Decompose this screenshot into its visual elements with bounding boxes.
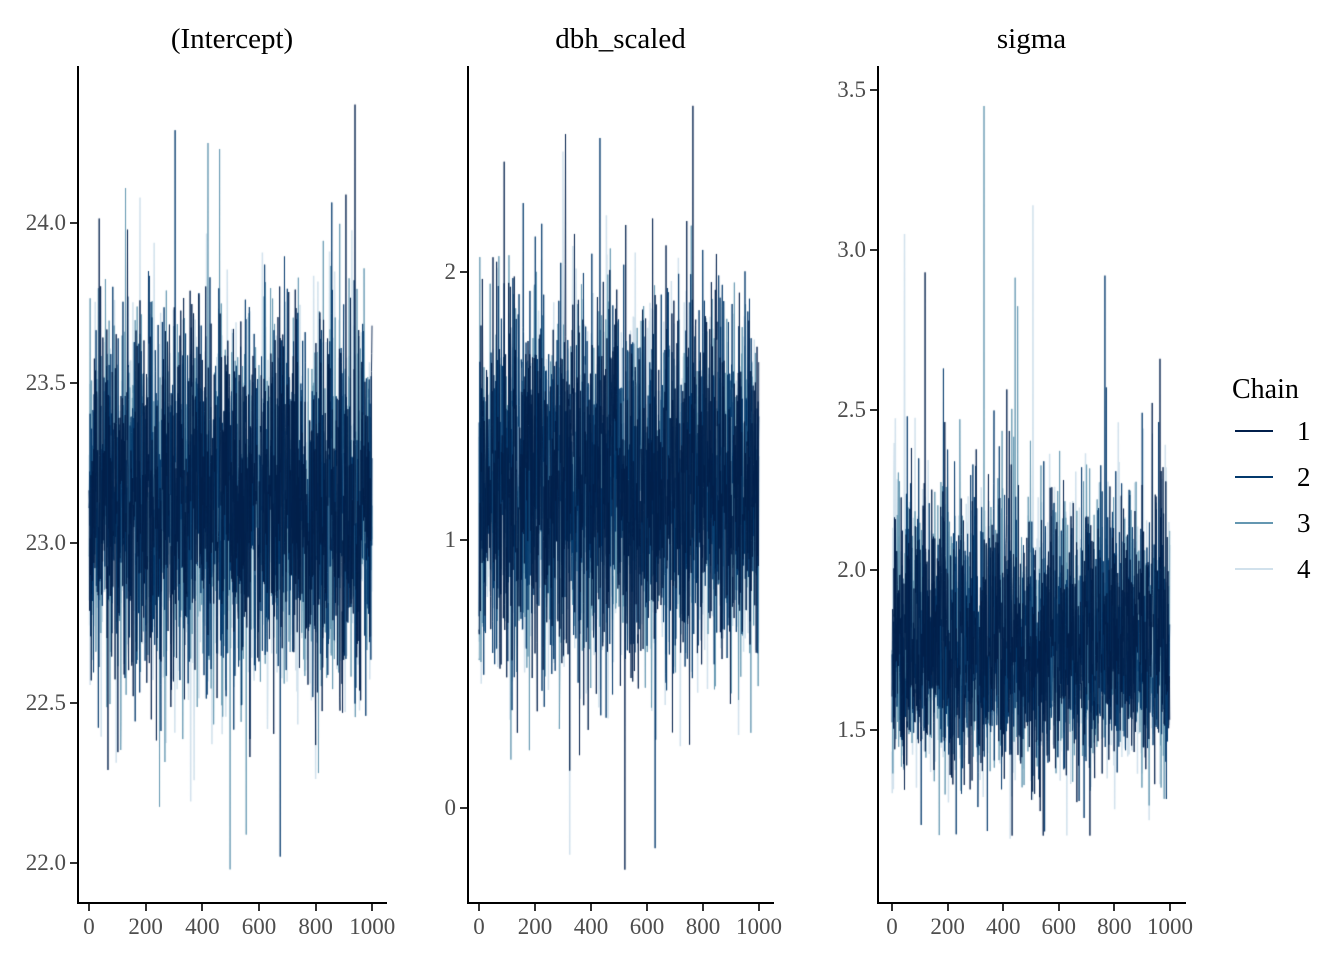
- x-tick-label-panel-0: 800: [298, 914, 333, 939]
- x-tick-mark-panel-2: [1002, 904, 1005, 911]
- x-tick-mark-panel-0: [257, 904, 260, 911]
- y-tick-label-panel-2: 1.5: [837, 717, 866, 742]
- legend-item-chain-1: 1: [1230, 408, 1344, 454]
- y-axis-line-panel-0: [77, 66, 79, 904]
- y-tick-label-panel-0: 22.5: [25, 690, 66, 715]
- legend-line-chain-4: [1235, 568, 1273, 570]
- legend-line-chain-2: [1235, 476, 1273, 478]
- chain-legend: Chain 1 2 3 4: [1230, 372, 1344, 592]
- x-tick-mark-panel-0: [314, 904, 317, 911]
- x-tick-label-panel-2: 200: [930, 914, 965, 939]
- x-tick-mark-panel-2: [1113, 904, 1116, 911]
- legend-line-chain-3: [1235, 522, 1273, 524]
- trace-canvas-intercept: [79, 66, 387, 902]
- y-axis-line-panel-2: [877, 66, 879, 904]
- y-tick-mark-panel-2: [870, 729, 877, 731]
- x-tick-mark-panel-0: [88, 904, 90, 911]
- y-tick-mark-panel-0: [70, 542, 77, 544]
- y-tick-label-panel-2: 2.5: [837, 397, 866, 422]
- trace-canvas-dbh-scaled: [469, 66, 774, 902]
- legend-item-chain-3: 3: [1230, 500, 1344, 546]
- legend-label-chain-2: 2: [1297, 461, 1311, 492]
- x-tick-mark-panel-1: [534, 904, 536, 911]
- y-tick-mark-panel-2: [870, 409, 877, 411]
- x-tick-mark-panel-0: [144, 904, 147, 911]
- x-tick-mark-panel-2: [891, 904, 893, 911]
- y-tick-label-panel-0: 22.0: [25, 850, 66, 875]
- x-tick-label-panel-2: 1000: [1147, 914, 1193, 939]
- y-tick-label-panel-1: 2: [444, 259, 457, 284]
- x-tick-label-panel-2: 0: [886, 914, 898, 939]
- y-tick-mark-panel-0: [70, 382, 77, 384]
- legend-label-chain-1: 1: [1297, 415, 1311, 446]
- x-axis-line-panel-2: [877, 902, 1186, 904]
- y-tick-label-panel-2: 3.0: [837, 237, 866, 262]
- panel-title-dbh-scaled: dbh_scaled: [555, 23, 686, 55]
- x-tick-label-panel-1: 800: [685, 914, 721, 939]
- x-tick-mark-panel-2: [1057, 904, 1060, 911]
- y-tick-mark-panel-1: [460, 271, 467, 273]
- x-tick-mark-panel-1: [646, 904, 648, 911]
- legend-label-chain-4: 4: [1297, 553, 1311, 584]
- panel-title-sigma: sigma: [996, 23, 1067, 55]
- y-axis-line-panel-1: [467, 66, 469, 904]
- legend-item-chain-2: 2: [1230, 454, 1344, 500]
- y-tick-mark-panel-1: [460, 807, 467, 809]
- x-tick-label-panel-2: 600: [1041, 914, 1077, 939]
- y-tick-label-panel-0: 23.5: [25, 370, 66, 395]
- x-tick-mark-panel-0: [201, 904, 204, 911]
- x-axis-line-panel-1: [467, 902, 774, 904]
- legend-item-chain-4: 4: [1230, 546, 1344, 592]
- legend-label-chain-3: 3: [1297, 507, 1311, 538]
- x-tick-label-panel-0: 0: [83, 914, 95, 939]
- x-tick-label-panel-1: 600: [629, 914, 665, 939]
- x-tick-label-panel-1: 1000: [736, 914, 782, 939]
- x-tick-mark-panel-1: [758, 904, 760, 911]
- panel-title-intercept: (Intercept): [170, 23, 294, 55]
- x-tick-label-panel-0: 1000: [349, 914, 396, 939]
- y-tick-label-panel-1: 1: [444, 527, 457, 552]
- y-tick-mark-panel-2: [870, 89, 877, 91]
- y-tick-label-panel-0: 23.0: [25, 530, 66, 555]
- y-tick-mark-panel-1: [460, 539, 467, 541]
- x-axis-line-panel-0: [77, 902, 387, 904]
- y-tick-mark-panel-0: [70, 222, 77, 224]
- x-tick-mark-panel-1: [702, 904, 704, 911]
- y-tick-label-panel-1: 0: [444, 795, 457, 820]
- y-tick-mark-panel-2: [870, 249, 877, 251]
- x-tick-mark-panel-2: [1169, 904, 1171, 911]
- trace-canvas-sigma: [879, 66, 1186, 902]
- y-tick-label-panel-2: 3.5: [837, 77, 866, 102]
- x-tick-label-panel-2: 800: [1097, 914, 1132, 939]
- y-tick-label-panel-2: 2.0: [837, 557, 866, 582]
- x-tick-label-panel-1: 0: [473, 914, 485, 939]
- x-tick-label-panel-1: 400: [573, 914, 609, 939]
- y-tick-mark-panel-0: [70, 702, 77, 704]
- legend-line-chain-1: [1235, 430, 1273, 432]
- y-tick-mark-panel-2: [870, 569, 877, 571]
- x-tick-label-panel-0: 600: [241, 914, 277, 939]
- x-tick-mark-panel-2: [946, 904, 949, 911]
- y-tick-mark-panel-0: [70, 862, 77, 864]
- x-tick-label-panel-1: 200: [517, 914, 553, 939]
- x-tick-mark-panel-1: [478, 904, 480, 911]
- x-tick-mark-panel-0: [371, 904, 374, 911]
- legend-title: Chain: [1232, 374, 1299, 405]
- x-tick-label-panel-0: 400: [185, 914, 220, 939]
- x-tick-mark-panel-1: [590, 904, 592, 911]
- x-tick-label-panel-0: 200: [128, 914, 163, 939]
- x-tick-label-panel-2: 400: [985, 914, 1021, 939]
- y-tick-label-panel-0: 24.0: [25, 210, 66, 235]
